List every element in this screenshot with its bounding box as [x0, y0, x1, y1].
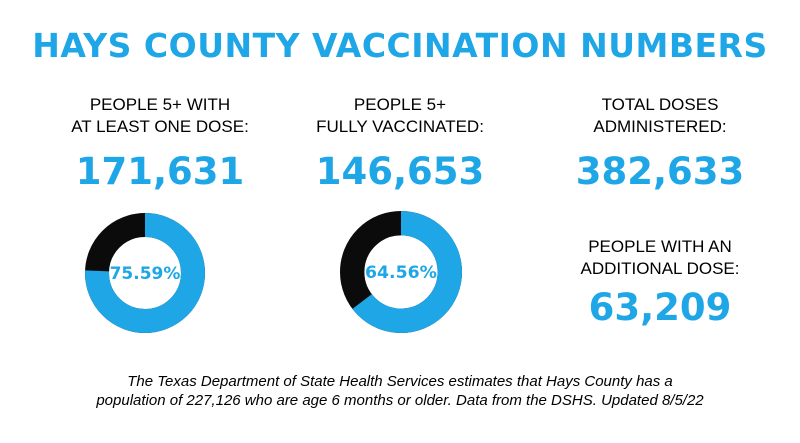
stat-label-line: PEOPLE 5+ WITH [89, 95, 231, 114]
stat-label-line: ADMINISTERED: [593, 117, 727, 136]
stat-value-additional-dose: 63,209 [588, 286, 732, 329]
stat-value-fully-vaccinated: 146,653 [315, 150, 485, 193]
donut-center-label: 75.59% [110, 264, 181, 284]
stat-value-total-doses: 382,633 [575, 150, 745, 193]
donut-slice-vaccinated [340, 211, 462, 333]
footnote-line: The Texas Department of State Health Ser… [127, 373, 673, 390]
donut-chart-fully-vaccinated: 64.56% [340, 211, 462, 333]
stat-label-line: TOTAL DOSES [601, 95, 719, 114]
donut-slice-vaccinated [85, 213, 205, 333]
stat-value-one-dose: 171,631 [75, 150, 245, 193]
stat-label-fully-vaccinated: PEOPLE 5+ FULLY VACCINATED: [280, 94, 520, 138]
stat-label-one-dose: PEOPLE 5+ WITH AT LEAST ONE DOSE: [40, 94, 280, 138]
stat-label-line: PEOPLE 5+ [353, 95, 447, 114]
stat-label-line: FULLY VACCINATED: [316, 117, 484, 136]
stat-label-line: PEOPLE WITH AN [588, 237, 732, 256]
donut-center-label: 64.56% [365, 263, 437, 283]
stat-label-total-doses: TOTAL DOSES ADMINISTERED: [540, 94, 780, 138]
stat-label-line: AT LEAST ONE DOSE: [71, 117, 249, 136]
stat-label-line: ADDITIONAL DOSE: [580, 259, 740, 278]
stat-label-additional-dose: PEOPLE WITH AN ADDITIONAL DOSE: [540, 236, 780, 280]
page-title: HAYS COUNTY VACCINATION NUMBERS [32, 26, 768, 65]
donut-chart-one-dose: 75.59% [85, 213, 205, 333]
footnote-line: population of 227,126 who are age 6 mont… [96, 392, 704, 409]
footnote: The Texas Department of State Health Ser… [0, 372, 800, 410]
